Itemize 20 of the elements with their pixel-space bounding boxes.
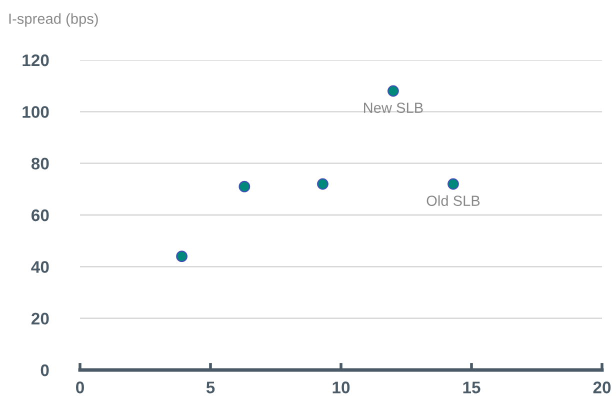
annotation: New SLB bbox=[364, 102, 423, 113]
y-tick-label: 60 bbox=[32, 209, 49, 222]
point bbox=[317, 178, 328, 190]
y-tick-label: 100 bbox=[22, 106, 49, 118]
y-tick-label: 40 bbox=[31, 261, 49, 273]
x-tick-label: 10 bbox=[332, 382, 350, 394]
x-tick-label: 20 bbox=[593, 382, 611, 394]
x-tick-label: 0 bbox=[76, 382, 84, 394]
point bbox=[238, 180, 250, 192]
y-tick-label: 0 bbox=[40, 364, 49, 376]
y-tick-label: 20 bbox=[31, 312, 49, 325]
point bbox=[448, 178, 459, 190]
y-tick-label: 120 bbox=[22, 54, 49, 66]
annotation: Old SLB bbox=[426, 195, 480, 206]
y-tick-label: 80 bbox=[31, 158, 49, 170]
point bbox=[387, 85, 399, 97]
x-tick-label: 5 bbox=[206, 382, 215, 394]
x-tick-label: 15 bbox=[463, 382, 480, 394]
y-axis-title: I-spread (bps) bbox=[9, 13, 98, 27]
point bbox=[176, 250, 188, 262]
